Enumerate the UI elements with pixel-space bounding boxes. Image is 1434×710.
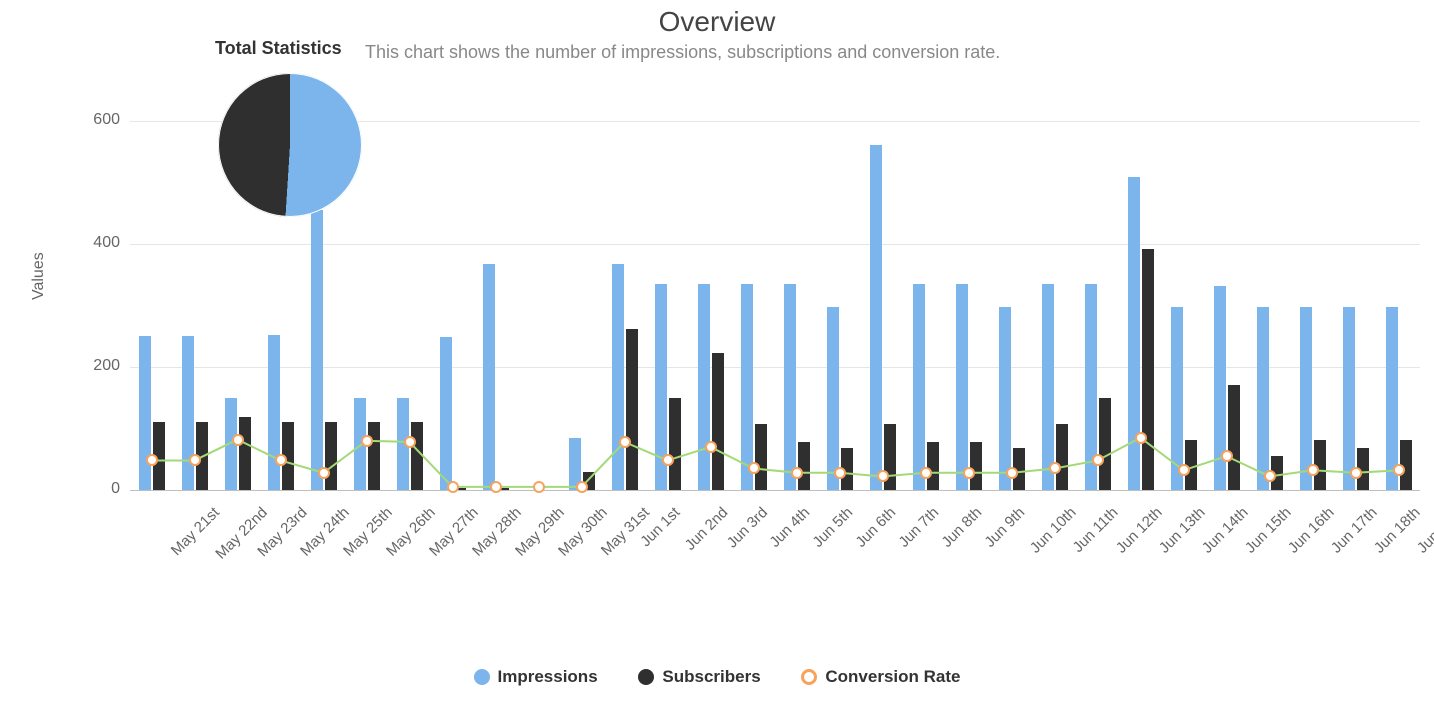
chart-subtitle: This chart shows the number of impressio… [365, 42, 1000, 63]
x-tick-label: Jun 2nd [681, 504, 731, 554]
conversion-marker[interactable] [834, 467, 846, 479]
conversion-marker[interactable] [1307, 464, 1319, 476]
x-tick-label: Jun 5th [809, 504, 856, 551]
conversion-marker[interactable] [146, 454, 158, 466]
x-tick-label: Jun 8th [938, 504, 985, 551]
gridline [130, 490, 1420, 491]
conversion-marker[interactable] [1221, 450, 1233, 462]
conversion-marker[interactable] [963, 467, 975, 479]
legend-label: Subscribers [662, 667, 760, 687]
conversion-marker[interactable] [1178, 464, 1190, 476]
conversion-marker[interactable] [920, 467, 932, 479]
x-tick-label: Jun 4th [766, 504, 813, 551]
x-tick-label: Jun 7th [895, 504, 942, 551]
subscribers-swatch-icon [638, 669, 654, 685]
y-tick-label: 600 [70, 111, 120, 129]
conversion-line[interactable] [152, 438, 1399, 487]
conversion-marker[interactable] [619, 436, 631, 448]
conversion-marker[interactable] [576, 481, 588, 493]
x-tick-label: Jun 3rd [723, 504, 770, 551]
conversion-marker[interactable] [232, 434, 244, 446]
conversion-marker[interactable] [1135, 432, 1147, 444]
x-tick-label: Jun 10th [1026, 504, 1079, 557]
x-tick-label: Jun 16th [1284, 504, 1337, 557]
x-tick-label: Jun 9th [981, 504, 1028, 551]
conversion-marker[interactable] [1006, 467, 1018, 479]
legend-label: Impressions [498, 667, 598, 687]
x-tick-label: Jun 11th [1069, 504, 1121, 556]
x-tick-label: Jun 12th [1112, 504, 1165, 557]
conversion-marker[interactable] [1393, 464, 1405, 476]
conversion-marker[interactable] [748, 462, 760, 474]
x-tick-label: Jun 17th [1327, 504, 1380, 557]
chart-title: Overview [0, 6, 1434, 38]
y-tick-label: 400 [70, 234, 120, 252]
pie-title: Total Statistics [215, 38, 342, 59]
y-tick-label: 200 [70, 357, 120, 375]
conversion-marker[interactable] [447, 481, 459, 493]
conversion-marker[interactable] [318, 467, 330, 479]
total-statistics-pie[interactable] [218, 73, 362, 217]
x-tick-label: Jun 13th [1155, 504, 1208, 557]
legend-item-impressions[interactable]: Impressions [474, 667, 598, 687]
legend-item-subscribers[interactable]: Subscribers [638, 667, 760, 687]
impressions-swatch-icon [474, 669, 490, 685]
conversion-marker[interactable] [662, 454, 674, 466]
legend-label: Conversion Rate [825, 667, 960, 687]
x-tick-label: Jun 14th [1198, 504, 1251, 557]
conversion-marker[interactable] [877, 470, 889, 482]
conversion-marker[interactable] [1049, 462, 1061, 474]
conversion-marker[interactable] [404, 436, 416, 448]
conversion-marker[interactable] [1264, 470, 1276, 482]
conversion-marker[interactable] [533, 481, 545, 493]
conversion-marker[interactable] [1092, 454, 1104, 466]
dashboard-chart: Overview Total Statistics This chart sho… [0, 0, 1434, 710]
conversion-marker[interactable] [705, 441, 717, 453]
conversion-marker[interactable] [361, 435, 373, 447]
legend-item-conversion[interactable]: Conversion Rate [801, 667, 960, 687]
y-axis-label: Values [30, 252, 48, 300]
conversion-marker[interactable] [490, 481, 502, 493]
x-tick-label: Jun 6th [852, 504, 899, 551]
conversion-marker[interactable] [791, 467, 803, 479]
conversion-marker[interactable] [1350, 467, 1362, 479]
conversion-marker[interactable] [189, 454, 201, 466]
x-tick-label: Jun 18th [1370, 504, 1423, 557]
legend: Impressions Subscribers Conversion Rate [0, 667, 1434, 690]
conversion-swatch-icon [801, 669, 817, 685]
y-tick-label: 0 [70, 480, 120, 498]
x-tick-label: Jun 15th [1241, 504, 1294, 557]
conversion-marker[interactable] [275, 454, 287, 466]
